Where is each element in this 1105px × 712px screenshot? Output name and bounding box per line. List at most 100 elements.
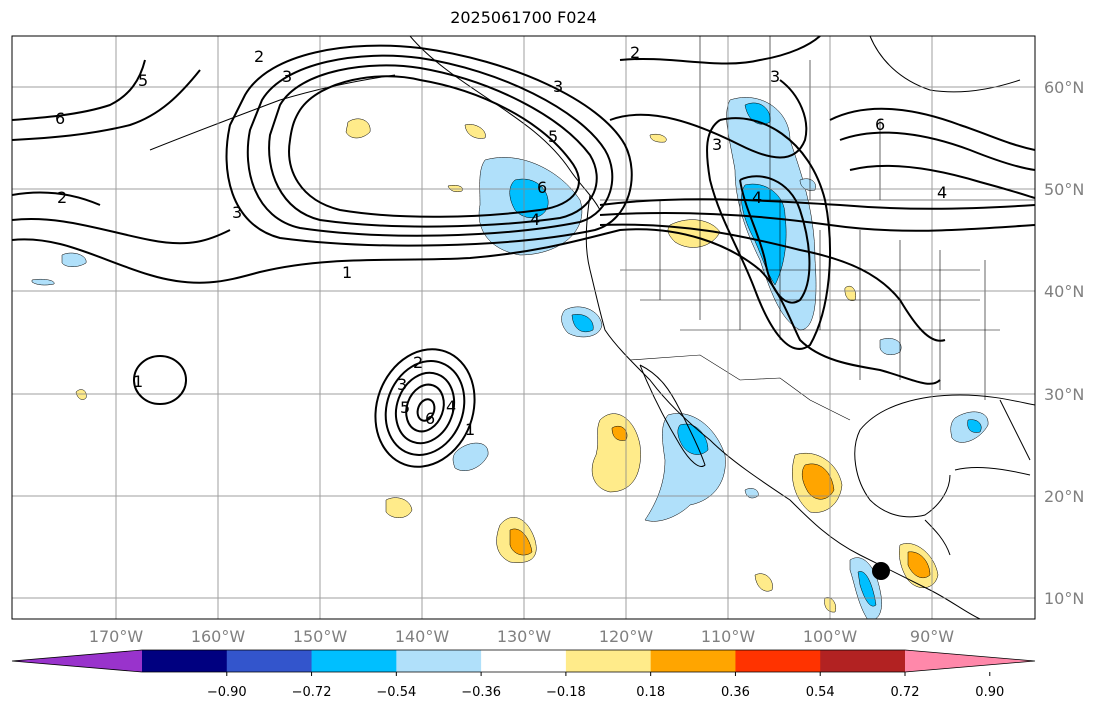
anomaly-yellow-small-2 (754, 573, 773, 592)
anomaly-cyan-rockies (741, 183, 787, 286)
gridlines (12, 36, 1035, 619)
lat-label: 60°N (1044, 78, 1084, 97)
colorbar-tick-label: 0.54 (806, 685, 835, 700)
anomaly-cyan-california (571, 314, 594, 333)
baja-peninsula (639, 364, 706, 467)
map-title: 2025061700 F024 (450, 8, 597, 27)
colorbar-tick-label: −0.54 (376, 685, 416, 700)
anomaly-yellow-pacific-n2 (464, 124, 486, 139)
gulf-of-mexico-coast (854, 394, 1035, 518)
contour-label: 4 (752, 188, 762, 207)
colorbar-tick-label: 0.90 (975, 685, 1004, 700)
contour-3-left (12, 218, 231, 245)
contour-low-4 (405, 383, 445, 433)
contour-right-6 (829, 107, 1035, 151)
contour-label: 6 (875, 115, 885, 134)
colorbar-extend-low (12, 650, 142, 672)
anomaly-cyan-gulf (967, 419, 982, 433)
contour-label: 3 (232, 203, 242, 222)
contour-low-3 (394, 371, 456, 445)
contour-label: 5 (548, 127, 558, 146)
contour-2-left (12, 191, 101, 206)
colorbar-tick-label: 0.72 (891, 685, 920, 700)
cuba (954, 467, 1031, 476)
lon-label: 110°W (701, 627, 756, 646)
contour-label: 6 (537, 178, 547, 197)
contour-1-hi-loop (133, 355, 187, 405)
colorbar-segment (481, 650, 567, 672)
anomaly-orange-pacific-s (509, 528, 533, 556)
alaska-coast (409, 36, 601, 211)
colorbar: −0.90 −0.72 −0.54 −0.36 −0.18 0.18 0.36 0.54 0.7… (11, 649, 1036, 700)
lat-label: 20°N (1044, 487, 1084, 506)
contour-high-4 (225, 44, 633, 247)
lon-label: 100°W (803, 627, 858, 646)
contour-label: 3 (553, 77, 563, 96)
contour-rockies-outer (706, 117, 831, 350)
contour-label: 4 (446, 397, 456, 416)
contour-label: 4 (530, 210, 540, 229)
contour-label: 4 (937, 183, 947, 202)
map-frame (11, 35, 1036, 620)
anomaly-blue-hawaii-w (61, 252, 87, 267)
contour-6-left (12, 59, 146, 121)
colorbar-segment (820, 650, 906, 672)
lat-label: 10°N (1044, 589, 1084, 608)
contour-label: 3 (712, 135, 722, 154)
colorbar-segment (650, 650, 736, 672)
contour-label: 2 (413, 353, 423, 372)
anomaly-fills (31, 97, 989, 619)
us-mexico-border (629, 354, 851, 421)
contour-label: 5 (400, 398, 410, 417)
contour-1-band (12, 228, 941, 385)
yucatan (924, 519, 951, 556)
colorbar-tick-label: 0.18 (636, 685, 665, 700)
hudson-bay (869, 36, 1021, 93)
lat-label: 40°N (1044, 282, 1084, 301)
lat-label: 50°N (1044, 180, 1084, 199)
contour-high-3 (246, 54, 614, 237)
colorbar-tick-label: −0.72 (292, 685, 332, 700)
contour-band-east-3 (599, 223, 946, 342)
colorbar-tick-label: 0.36 (721, 685, 750, 700)
anomaly-orange-central-am (907, 551, 931, 579)
contour-low-1 (374, 348, 476, 468)
anomaly-blue-far-w (31, 278, 55, 286)
coastlines (149, 36, 1035, 619)
colorbar-segment (142, 650, 228, 672)
colorbar-extend-high (905, 650, 1035, 672)
anomaly-cyan-mexico-s (857, 571, 877, 607)
anomaly-orange-mexico-w (801, 463, 835, 500)
colorbar-tick-label: −0.18 (546, 685, 586, 700)
lon-label: 120°W (599, 627, 654, 646)
anomaly-yellow-pacific-n (345, 118, 371, 139)
colorbar-segment (735, 650, 821, 672)
lon-label: 140°W (395, 627, 450, 646)
longitude-labels: 170°W 160°W 150°W 140°W 130°W 120°W 110°… (89, 627, 954, 646)
contour-label: 6 (425, 409, 435, 428)
contour-high-2 (268, 64, 598, 228)
contour-label: 1 (465, 420, 475, 439)
contour-label: 3 (770, 67, 780, 86)
contour-label: 2 (57, 188, 67, 207)
storm-center-dot (872, 562, 890, 580)
contour-label: 3 (397, 375, 407, 394)
contour-right-4 (849, 164, 1035, 199)
colorbar-segment (311, 650, 397, 672)
contour-label-group: 6 5 2 2 3 1 1 3 3 5 6 4 2 3 3 4 6 4 2 3 … (55, 43, 947, 439)
contour-label: 1 (133, 372, 143, 391)
canada-provinces (699, 36, 881, 200)
contour-label: 6 (55, 109, 65, 128)
contour-right-2 (619, 36, 821, 65)
florida (999, 399, 1031, 461)
colorbar-segment (565, 650, 652, 672)
lon-label: 130°W (497, 627, 552, 646)
lon-label: 160°W (191, 627, 246, 646)
colorbar-segment (396, 650, 482, 672)
contour-right-3 (609, 79, 808, 159)
colorbar-segment (226, 650, 313, 672)
contour-label: 2 (630, 43, 640, 62)
contour-rockies-loop (739, 175, 811, 304)
contour-5-left (12, 69, 201, 141)
